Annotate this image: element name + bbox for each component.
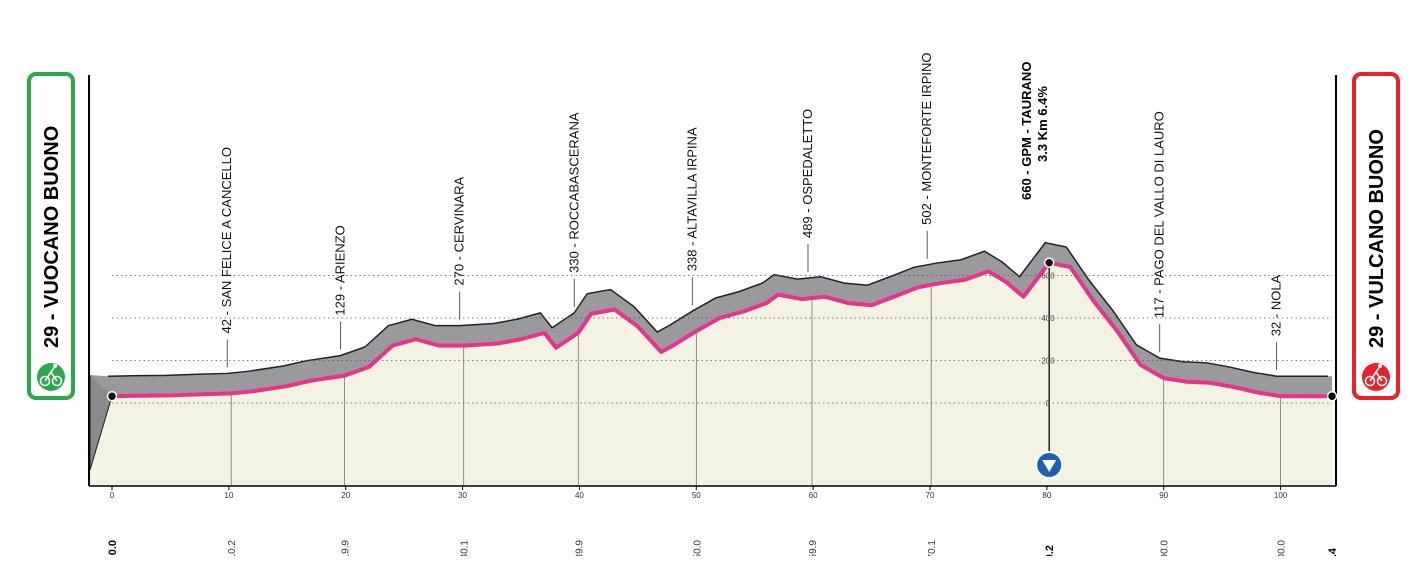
x-tick-label: 60 [809, 491, 818, 500]
wheel-icon [39, 375, 51, 387]
checkpoint-km-label: 90.0 [1160, 540, 1171, 556]
gpm-label: 660 - GPM - TAURANO [1019, 62, 1034, 200]
finish-km-label: 104.4 [1327, 547, 1339, 556]
gpm-km-label: 80.2 [1044, 545, 1056, 556]
start-point-marker [106, 390, 118, 402]
checkpoint-km-label: 19.9 [341, 540, 352, 556]
gpm-triangle-icon [1042, 460, 1057, 472]
x-tick-label: 50 [692, 491, 701, 500]
plain-ground-area [90, 262, 1332, 486]
y-tick-label: 200 [1041, 357, 1055, 366]
x-tick-label: 30 [458, 491, 467, 500]
checkpoint-label: 32 - NOLA [1269, 274, 1284, 336]
bike-frame-icon [1369, 367, 1383, 382]
checkpoint-km-label: 50.0 [692, 540, 703, 556]
rider-head-icon [1378, 364, 1382, 368]
checkpoint-label: 338 - ALTAVILLA IRPINA [684, 127, 699, 271]
wheel-icon [1376, 375, 1388, 387]
start-km-label: 0.0 [107, 540, 119, 555]
finish-badge: 29 - VULCANO BUONO [1352, 72, 1400, 400]
gpm-summit-marker [1043, 257, 1055, 268]
checkpoint-km-label: 59.9 [808, 540, 819, 556]
finish-badge-label: 29 - VULCANO BUONO [1366, 129, 1388, 348]
wheel-icon [51, 375, 63, 387]
x-tick-label: 40 [575, 491, 584, 500]
checkpoint-km-label: 70.1 [927, 540, 938, 556]
checkpoint-label: 117 - PAGO DEL VALLO DI LAURO [1152, 111, 1167, 318]
checkpoint-label: 489 - OSPEDALETTO [800, 109, 815, 238]
x-tick-label: 10 [224, 491, 233, 500]
checkpoint-label: 129 - ARIENZO [333, 225, 348, 315]
start-badge-frame [27, 72, 75, 400]
checkpoint-km-label: 100.0 [1277, 540, 1288, 556]
y-tick-label: 600 [1041, 272, 1055, 281]
bike-frame-icon [44, 367, 58, 382]
checkpoint-label: 502 - MONTEFORTE IRPINO [919, 52, 934, 224]
y-tick-label: 400 [1041, 314, 1055, 323]
rider-head-icon [53, 364, 57, 368]
start-badge-label: 29 - VUOCANO BUONO [41, 126, 63, 348]
x-tick-label: 70 [926, 491, 935, 500]
start-badge: 29 - VUOCANO BUONO [27, 72, 75, 400]
x-tick-label: 0 [110, 491, 115, 500]
checkpoint-km-label: 39.9 [574, 540, 585, 556]
checkpoint-label: 330 - ROCCABASCERANA [566, 112, 581, 273]
start-badge-cyclist-icon [37, 363, 65, 391]
checkpoint-km-label: 30.1 [460, 540, 471, 556]
wheel-icon [1364, 375, 1376, 387]
x-tick-label: 100 [1274, 491, 1288, 500]
gpm-sublabel: 3.3 Km 6.4% [1035, 86, 1050, 162]
checkpoint-label: 270 - CERVINARA [452, 176, 467, 285]
finish-point-marker [1326, 390, 1338, 402]
route-line [110, 260, 1334, 399]
checkpoint-km-label: 10.2 [227, 540, 238, 556]
x-tick-label: 20 [341, 491, 350, 500]
finish-badge-cyclist-icon [1362, 363, 1390, 391]
terrain-ridge-line [107, 241, 1328, 377]
checkpoint-label: 42 - SAN FELICE A CANCELLO [219, 147, 234, 333]
x-tick-label: 90 [1159, 491, 1168, 500]
finish-badge-frame [1352, 72, 1400, 400]
x-tick-label: 80 [1042, 491, 1051, 500]
y-tick-label: 0 [1046, 399, 1051, 408]
